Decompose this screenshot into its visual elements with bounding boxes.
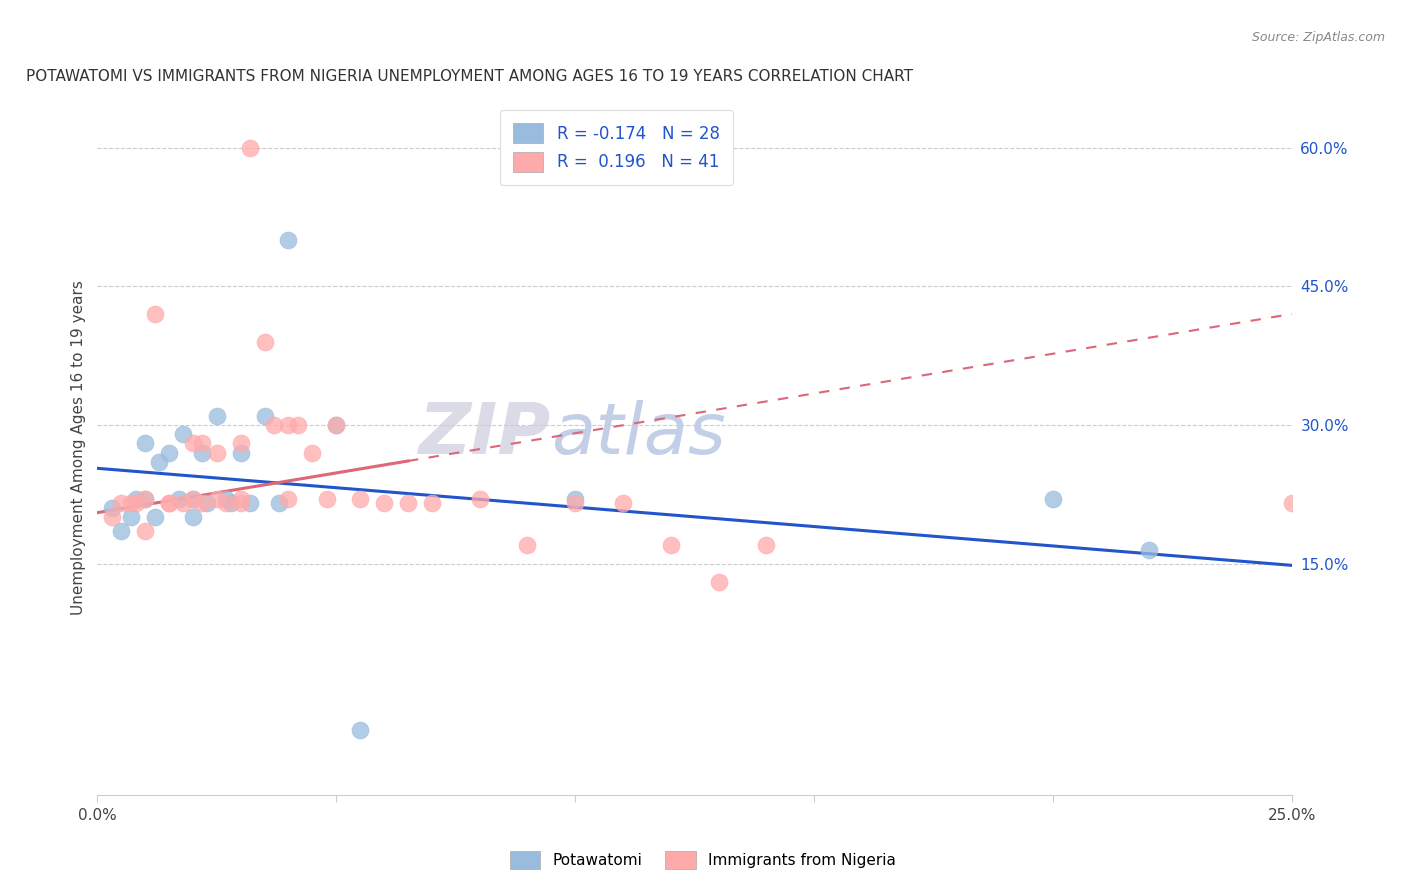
Point [191, 445, 214, 459]
Point [205, 445, 228, 459]
Point [315, 491, 337, 506]
Point [181, 510, 204, 524]
Y-axis label: Unemployment Among Ages 16 to 19 years: Unemployment Among Ages 16 to 19 years [72, 281, 86, 615]
Point [100, 501, 122, 516]
Point [253, 334, 276, 349]
Point [157, 496, 180, 510]
Point [172, 496, 194, 510]
Point [277, 233, 299, 247]
Point [120, 510, 142, 524]
Point [516, 538, 538, 552]
Point [468, 491, 491, 506]
Point [277, 417, 299, 432]
Point [205, 491, 228, 506]
Point [325, 417, 347, 432]
Point [143, 307, 166, 321]
Legend: Potawatomi, Immigrants from Nigeria: Potawatomi, Immigrants from Nigeria [503, 845, 903, 875]
Point [564, 496, 586, 510]
Point [124, 491, 146, 506]
Point [120, 496, 142, 510]
Point [349, 723, 371, 737]
Point [157, 496, 180, 510]
Point [215, 491, 238, 506]
Point [396, 496, 419, 510]
Point [195, 496, 218, 510]
Text: ZIP: ZIP [419, 400, 551, 468]
Point [143, 510, 166, 524]
Point [134, 491, 156, 506]
Point [181, 436, 204, 450]
Point [100, 510, 122, 524]
Point [124, 496, 146, 510]
Point [420, 496, 443, 510]
Point [148, 455, 170, 469]
Point [110, 496, 132, 510]
Point [110, 524, 132, 538]
Point [564, 491, 586, 506]
Point [755, 538, 778, 552]
Point [277, 491, 299, 506]
Point [253, 409, 276, 423]
Text: Source: ZipAtlas.com: Source: ZipAtlas.com [1251, 31, 1385, 45]
Legend: R = -0.174   N = 28, R =  0.196   N = 41: R = -0.174 N = 28, R = 0.196 N = 41 [501, 110, 733, 186]
Point [229, 445, 252, 459]
Point [181, 491, 204, 506]
Point [1137, 542, 1160, 557]
Text: atlas: atlas [551, 400, 725, 468]
Point [267, 496, 290, 510]
Point [191, 496, 214, 510]
Point [167, 491, 190, 506]
Point [134, 436, 156, 450]
Point [349, 491, 371, 506]
Point [205, 409, 228, 423]
Point [325, 417, 347, 432]
Point [612, 496, 634, 510]
Point [219, 496, 242, 510]
Point [373, 496, 395, 510]
Point [287, 417, 309, 432]
Point [134, 524, 156, 538]
Point [659, 538, 682, 552]
Point [229, 436, 252, 450]
Point [239, 140, 262, 154]
Point [263, 417, 285, 432]
Point [707, 574, 730, 589]
Point [157, 445, 180, 459]
Point [191, 436, 214, 450]
Point [181, 491, 204, 506]
Point [134, 491, 156, 506]
Text: POTAWATOMI VS IMMIGRANTS FROM NIGERIA UNEMPLOYMENT AMONG AGES 16 TO 19 YEARS COR: POTAWATOMI VS IMMIGRANTS FROM NIGERIA UN… [25, 69, 912, 84]
Point [239, 496, 262, 510]
Point [301, 445, 323, 459]
Point [215, 496, 238, 510]
Point [1042, 491, 1064, 506]
Point [229, 496, 252, 510]
Point [172, 427, 194, 442]
Point [229, 491, 252, 506]
Point [1281, 496, 1303, 510]
